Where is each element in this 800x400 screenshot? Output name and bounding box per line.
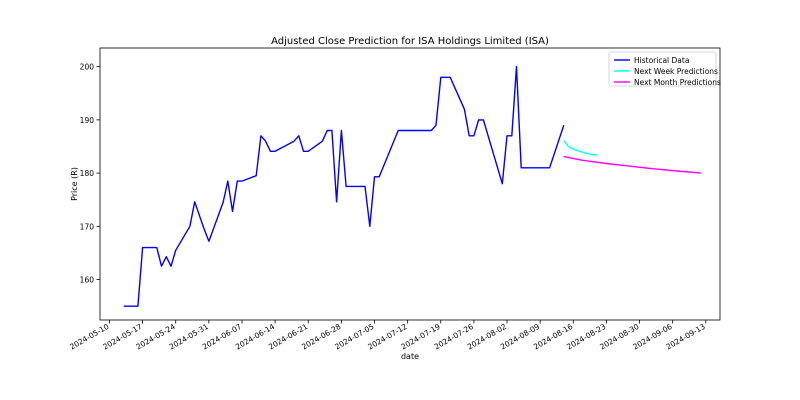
- plot-frame: [99, 47, 721, 321]
- legend-box: [608, 51, 717, 87]
- series-line-2: [563, 155, 702, 174]
- y-tick-label: 200: [80, 63, 95, 72]
- chart-title: Adjusted Close Prediction for ISA Holdin…: [271, 36, 549, 47]
- series-line-0: [123, 65, 565, 307]
- plot-lines: [123, 65, 702, 307]
- y-axis-ticks: 160 170 180 190 200: [80, 63, 100, 285]
- legend: Historical Data Next Week Predictions Next…: [608, 51, 721, 87]
- y-tick-label: 170: [80, 222, 95, 231]
- legend-label-1: Next Week Predictions: [634, 67, 718, 76]
- series-line-1: [563, 140, 597, 156]
- legend-label-2: Next Month Predictions: [634, 78, 721, 87]
- y-tick-label: 190: [80, 116, 95, 125]
- legend-label-0: Historical Data: [634, 56, 689, 65]
- y-tick-label: 160: [80, 276, 95, 285]
- x-axis-label: date: [401, 352, 419, 361]
- y-tick-label: 180: [80, 169, 95, 178]
- y-axis-label: Price (R): [70, 167, 79, 201]
